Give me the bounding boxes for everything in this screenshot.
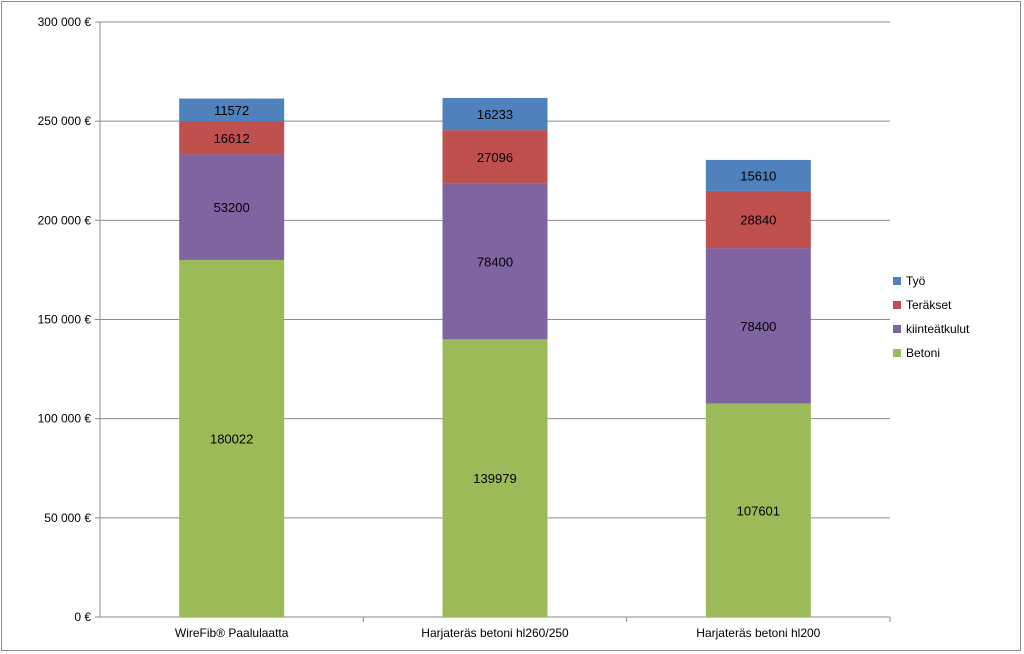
bar-segment [705,190,811,249]
bar-segment [705,248,811,404]
data-label: 107601 [737,503,780,518]
data-label: 16612 [214,131,250,146]
x-category-label: Harjateräs betoni hl260/250 [421,626,569,640]
y-tick-label: 50 000 € [44,511,91,525]
data-label: 16233 [477,107,513,122]
y-tick-label: 100 000 € [38,412,92,426]
bar-segment [442,183,548,340]
legend-label: kiinteätkulut [906,322,970,336]
legend-label: Teräkset [906,298,952,312]
legend-swatch [893,349,901,357]
data-label: 11572 [214,103,249,118]
data-label: 139979 [473,471,516,486]
data-label: 28840 [740,212,776,227]
legend-swatch [893,301,901,309]
data-label: 53200 [214,200,250,215]
data-label: 78400 [740,319,776,334]
data-label: 78400 [477,255,513,270]
y-tick-label: 0 € [74,610,91,624]
legend-label: Betoni [906,346,940,360]
x-category-label: Harjateräs betoni hl200 [696,626,820,640]
data-label: 27096 [477,150,513,165]
y-tick-label: 250 000 € [38,114,92,128]
bar-segment [179,121,285,155]
data-label: 15610 [740,168,776,183]
bar-segment [442,130,548,184]
y-tick-label: 300 000 € [38,15,92,29]
y-tick-label: 150 000 € [38,313,92,327]
legend-swatch [893,325,901,333]
bar-segment [705,403,811,617]
legend-label: Työ [906,274,926,288]
y-tick-label: 200 000 € [38,213,92,227]
data-label: 180022 [210,431,253,446]
x-category-label: WireFib® Paalulaatta [175,626,289,640]
bar-segment [179,259,285,617]
bar-segment [179,98,285,122]
bar-segment [442,97,548,131]
legend-swatch [893,277,901,285]
bar-segment [442,339,548,617]
bar-segment [179,154,285,260]
bar-segment [705,159,811,191]
